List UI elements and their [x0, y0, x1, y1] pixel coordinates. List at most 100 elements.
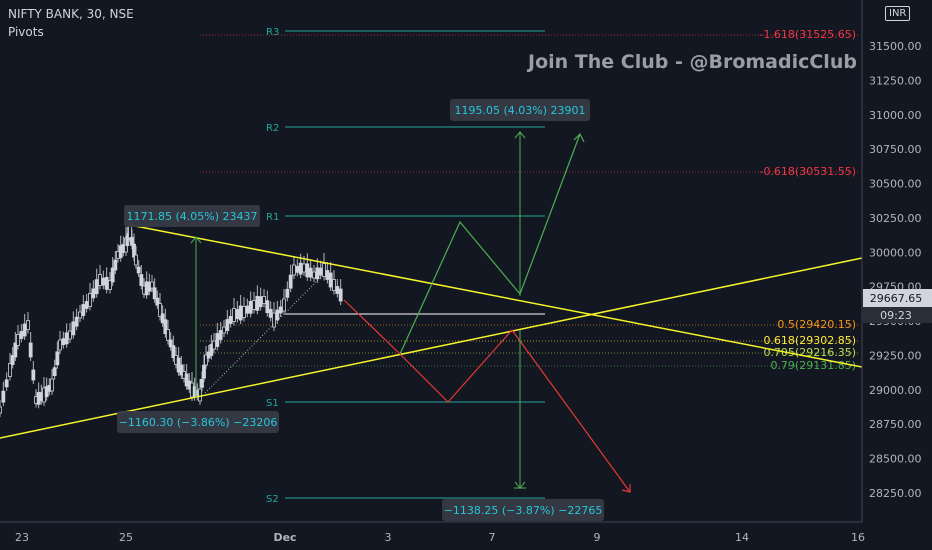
candle-body [325, 270, 330, 280]
candle-body [212, 340, 216, 350]
fib-label: 0.618(29302.85) [763, 334, 856, 347]
candle-body [155, 297, 160, 306]
fib-label: -0.618(30531.55) [759, 165, 856, 178]
candle-body [158, 303, 162, 317]
candle-body [255, 295, 260, 311]
candle-body [315, 267, 320, 280]
indicator-title: Pivots [8, 25, 44, 39]
candle-body [50, 378, 54, 392]
measure-callout-box [442, 499, 604, 521]
x-tick-label: Dec [273, 531, 296, 544]
candle-body [168, 339, 173, 348]
y-tick-label: 29000.00 [869, 384, 922, 397]
x-tick-label: 25 [119, 531, 133, 544]
dotted-connector [204, 277, 321, 394]
price-axis: 31500.00 31250.00 31000.00 30750.00 30500.00… [861, 0, 932, 522]
candle-body [305, 263, 310, 278]
candle-body [248, 300, 253, 314]
y-tick-label: 30250.00 [869, 212, 922, 225]
fib-label: 0.705(29216.35) [763, 346, 856, 359]
candle-body [150, 281, 154, 289]
candle-body [322, 263, 326, 277]
pivot-label: R1 [266, 212, 279, 223]
candle-body [285, 288, 290, 298]
trendline-resistance [129, 224, 863, 368]
candle-body [16, 334, 20, 346]
candle-body [58, 339, 62, 351]
candle-body [225, 319, 230, 331]
bullish-arrow-head [573, 132, 585, 143]
candle-body [184, 373, 189, 387]
measure-callout-box [450, 99, 590, 121]
drawings [0, 131, 863, 493]
candle-body [8, 363, 12, 377]
candle-body [13, 342, 18, 358]
trendline-support [0, 257, 863, 439]
y-tick-label: 31250.00 [869, 74, 922, 87]
measure-callout-text: 1171.85 (4.05%) 23437 [126, 210, 257, 223]
fib-label: 0.5(29420.15) [777, 318, 856, 331]
price-tag-value: 29667.65 [870, 292, 923, 305]
candle-body [28, 342, 33, 358]
candle-body [332, 279, 336, 291]
candle-body [312, 271, 316, 279]
measure-callout-text: −1160.30 (−3.86%) −23206 [119, 416, 278, 429]
candle-body [295, 265, 300, 273]
candle-body [78, 311, 82, 319]
pivot-label: S1 [266, 398, 279, 409]
candle-body [0, 406, 2, 414]
candle-body [218, 330, 223, 340]
candle-body [52, 367, 57, 377]
x-tick-label: 7 [489, 531, 496, 544]
x-tick-label: 9 [594, 531, 601, 544]
measure-callout-text: 1195.05 (4.03%) 23901 [454, 104, 585, 117]
fib-levels: -1.618(31525.65) -0.618(30531.55) 0.5(2942… [200, 28, 860, 372]
pivot-label: S2 [266, 494, 279, 505]
candle-body [163, 319, 168, 335]
price-timer: 09:23 [880, 309, 912, 322]
bullish-path [399, 133, 581, 355]
candle-body [74, 316, 79, 327]
candle-body [68, 330, 72, 340]
candle-body [26, 320, 30, 330]
currency-badge[interactable]: INR [885, 6, 911, 21]
candle-body [292, 264, 296, 276]
candle-body [104, 276, 109, 290]
candle-body [166, 329, 170, 341]
watermark: Join The Club - @BromadicClub [528, 51, 857, 73]
candle-body [242, 306, 246, 318]
measure-callout-text: −1138.25 (−3.87%) −22765 [444, 504, 603, 517]
candle-body [262, 296, 266, 304]
candle-body [10, 355, 15, 365]
candle-body [335, 286, 340, 294]
candle-body [1, 390, 6, 403]
fib-label: 0.79(29131.85) [770, 359, 856, 372]
pivot-levels: R3 R2 R1 S1 S2 [266, 27, 545, 505]
y-tick-label: 30750.00 [869, 143, 922, 156]
candle-body [139, 274, 144, 286]
candle-body [108, 280, 112, 290]
candle-body [200, 378, 204, 388]
candle-body [4, 379, 9, 388]
candle-body [238, 305, 243, 321]
candle-body [232, 308, 236, 322]
candle-body [22, 323, 27, 337]
candle-body [179, 364, 184, 376]
candle-body [134, 254, 138, 266]
y-tick-label: 31500.00 [869, 40, 922, 53]
symbol-title: NIFTY BANK, 30, NSE [8, 7, 134, 21]
candle-body [19, 331, 24, 339]
y-tick-label: 30500.00 [869, 178, 922, 191]
measure-callout-box [124, 205, 260, 227]
candle-body [282, 298, 286, 312]
candle-body [64, 332, 69, 345]
pivot-label: R2 [266, 123, 279, 134]
candle-body [268, 308, 273, 318]
candle-body [71, 321, 76, 336]
bearish-arrow-head [621, 484, 631, 493]
candle-body [258, 296, 263, 308]
candle-body [318, 267, 323, 276]
candle-body [235, 309, 240, 319]
fib-label: -1.618(31525.65) [759, 28, 856, 41]
